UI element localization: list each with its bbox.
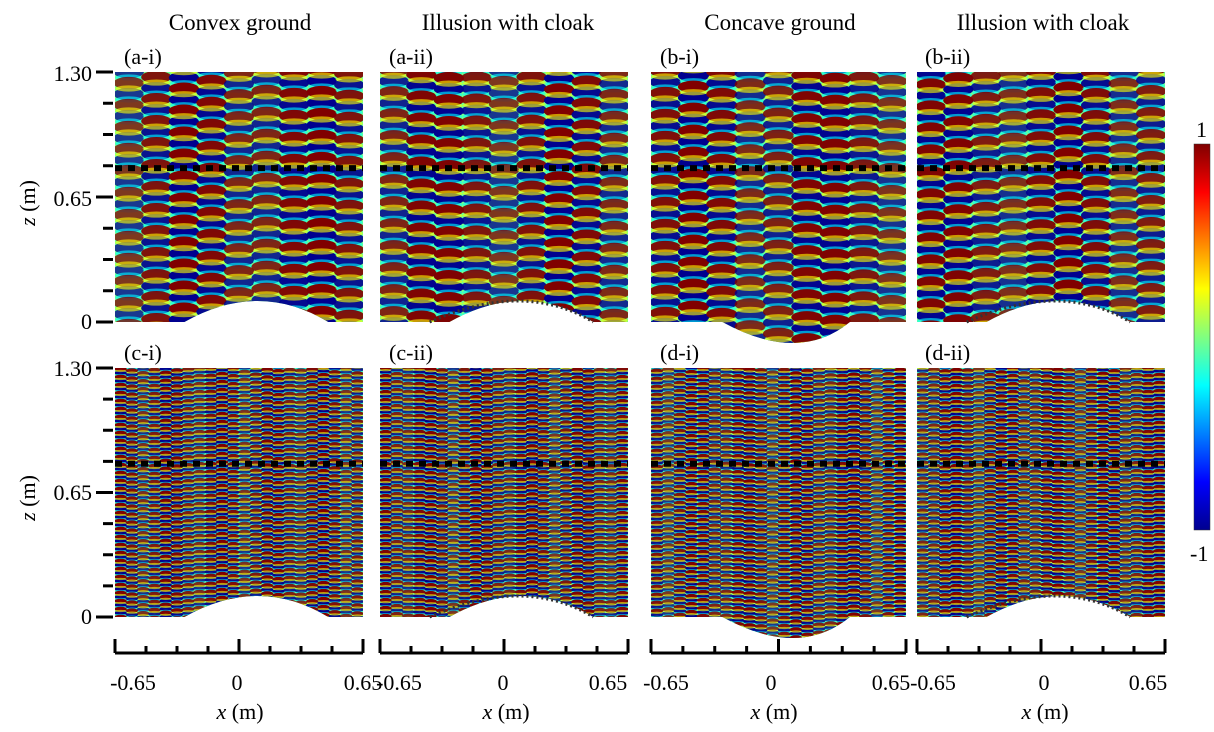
xtick-c-min: -0.65 <box>636 670 696 696</box>
xtick-b-max: 0.65 <box>578 670 638 696</box>
xtick-d-zero: 0 <box>1014 670 1074 696</box>
ytick-mid-1: 0.65 <box>32 186 92 212</box>
column-title-3: Concave ground <box>650 10 910 36</box>
xtick-a-zero: 0 <box>207 670 267 696</box>
panel-label-a-ii: (a-ii) <box>389 44 433 70</box>
panel-label-c-ii: (c-ii) <box>389 340 433 366</box>
panel-label-b-ii: (b-ii) <box>925 44 970 70</box>
xtick-b-min: -0.65 <box>369 670 429 696</box>
y-axis-label-2: z (m) <box>15 468 41 528</box>
column-title-1: Convex ground <box>110 10 370 36</box>
field-panel <box>650 358 906 673</box>
field-panel <box>114 358 363 673</box>
field-panel <box>379 358 628 673</box>
x-axis-label-3: x (m) <box>734 699 814 725</box>
panel-label-d-ii: (d-ii) <box>925 340 970 366</box>
x-axis-label-1: x (m) <box>200 699 280 725</box>
xtick-a-min: -0.65 <box>103 670 163 696</box>
column-title-4: Illusion with cloak <box>913 10 1173 36</box>
colorbar-min-label: -1 <box>1190 541 1208 567</box>
xtick-d-min: -0.65 <box>903 670 963 696</box>
ytick-bottom-2: 0 <box>32 604 92 630</box>
field-panel <box>916 358 1165 673</box>
panel-label-b-i: (b-i) <box>660 44 699 70</box>
ytick-top-1: 1.30 <box>32 61 92 87</box>
ytick-mid-2: 0.65 <box>32 480 92 506</box>
y-axis-label-1: z (m) <box>15 173 41 233</box>
xtick-d-max: 0.65 <box>1118 670 1178 696</box>
ytick-top-2: 1.30 <box>32 356 92 382</box>
column-title-2: Illusion with cloak <box>378 10 638 36</box>
panel-label-a-i: (a-i) <box>124 44 162 70</box>
colorbar <box>1194 144 1210 530</box>
xtick-b-zero: 0 <box>473 670 533 696</box>
colorbar-max-label: 1 <box>1196 117 1207 143</box>
panel-label-d-i: (d-i) <box>660 340 699 366</box>
ytick-bottom-1: 0 <box>32 309 92 335</box>
xtick-c-zero: 0 <box>741 670 801 696</box>
panel-label-c-i: (c-i) <box>124 340 162 366</box>
x-axis-label-2: x (m) <box>466 699 546 725</box>
x-axis-label-4: x (m) <box>1005 699 1085 725</box>
